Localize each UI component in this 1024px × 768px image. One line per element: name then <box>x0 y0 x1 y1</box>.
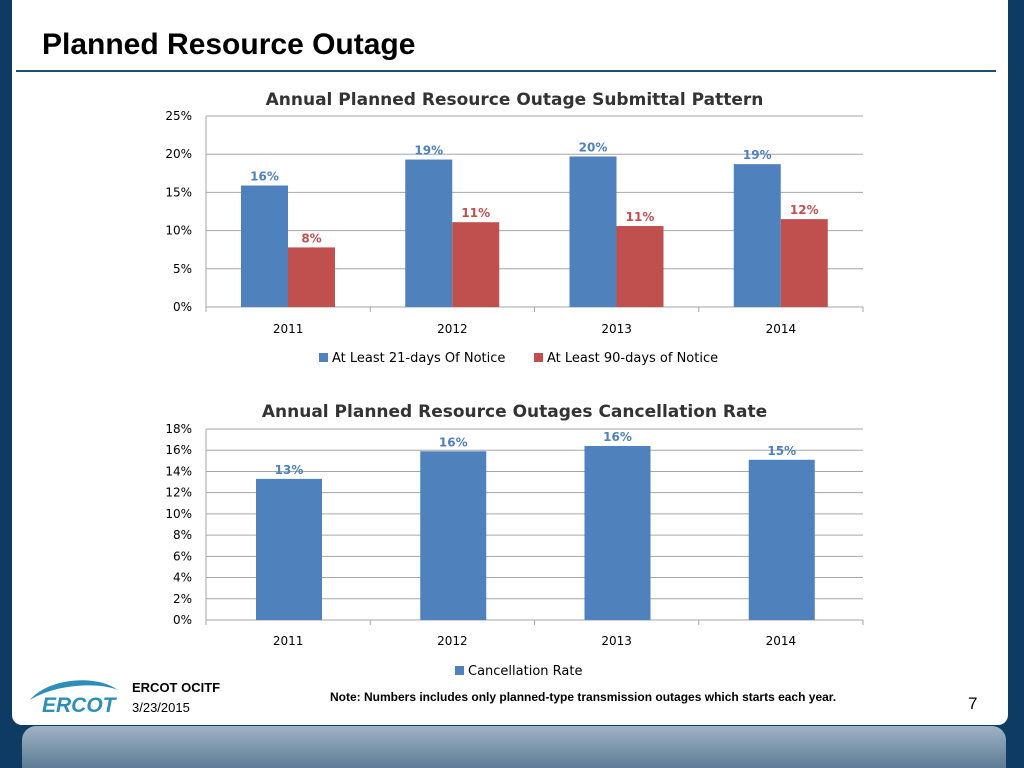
x-tick-label: 2012 <box>437 322 468 336</box>
data-label: 12% <box>790 203 819 217</box>
x-tick-label: 2013 <box>601 322 632 336</box>
y-tick-label: 6% <box>173 549 192 563</box>
legend-label: At Least 21-days Of Notice <box>332 351 505 366</box>
bar-at-least-21-days-of-notice <box>241 185 288 307</box>
chart-title: Annual Planned Resource Outages Cancella… <box>262 402 767 422</box>
x-tick-label: 2011 <box>273 322 304 336</box>
y-tick-label: 2% <box>173 592 192 606</box>
bar-at-least-90-days-of-notice <box>288 247 335 307</box>
y-tick-label: 4% <box>173 571 192 585</box>
y-tick-label: 25% <box>165 109 192 123</box>
x-tick-label: 2013 <box>601 634 632 648</box>
page-title: Planned Resource Outage <box>42 28 416 61</box>
logo-text: ERCOT <box>42 694 118 717</box>
logo-swoosh <box>30 680 118 700</box>
y-tick-label: 0% <box>173 300 192 314</box>
data-label: 19% <box>743 148 772 162</box>
data-label: 16% <box>250 170 279 184</box>
y-tick-label: 12% <box>165 486 192 500</box>
bar-at-least-90-days-of-notice <box>780 219 828 307</box>
y-tick-label: 8% <box>173 528 192 542</box>
bar-at-least-90-days-of-notice <box>616 226 664 307</box>
y-tick-label: 10% <box>165 507 192 521</box>
x-tick-label: 2014 <box>766 322 797 336</box>
data-label: 8% <box>301 231 321 245</box>
x-tick-label: 2012 <box>437 634 468 648</box>
legend-label: At Least 90-days of Notice <box>547 351 718 366</box>
page-number: 7 <box>968 694 978 713</box>
bar-at-least-21-days-of-notice <box>569 156 617 307</box>
chart-title: Annual Planned Resource Outage Submittal… <box>266 90 764 110</box>
y-tick-label: 15% <box>165 185 192 199</box>
bar-cancellation-rate <box>584 445 651 620</box>
bar-cancellation-rate <box>748 459 815 620</box>
data-label: 13% <box>275 463 304 477</box>
title-divider <box>16 70 996 72</box>
data-label: 15% <box>767 444 796 458</box>
y-tick-label: 10% <box>165 224 192 238</box>
bar-at-least-90-days-of-notice <box>452 222 500 307</box>
x-tick-label: 2014 <box>766 634 797 648</box>
data-label: 11% <box>461 206 490 220</box>
data-label: 16% <box>603 430 632 444</box>
legend-swatch <box>534 353 543 362</box>
legend-label: Cancellation Rate <box>468 664 582 679</box>
bar-cancellation-rate <box>420 451 487 620</box>
slide-background <box>12 0 1008 725</box>
y-tick-label: 0% <box>173 613 192 627</box>
footer-note: Note: Numbers includes only planned-type… <box>330 690 837 704</box>
bar-at-least-21-days-of-notice <box>405 159 453 307</box>
legend-swatch <box>455 666 464 675</box>
ercot-logo: ERCOT <box>30 680 118 717</box>
data-label: 19% <box>414 144 443 158</box>
data-label: 16% <box>439 435 468 449</box>
bar-cancellation-rate <box>256 478 322 620</box>
y-tick-label: 5% <box>173 262 192 276</box>
bottom-bar <box>22 726 1006 768</box>
y-tick-label: 16% <box>165 443 192 457</box>
footer-organization: ERCOT OCITF <box>132 680 221 695</box>
data-label: 11% <box>626 210 655 224</box>
legend-swatch <box>319 353 328 362</box>
y-tick-label: 20% <box>165 147 192 161</box>
data-label: 20% <box>579 140 608 154</box>
y-tick-label: 14% <box>165 464 192 478</box>
y-tick-label: 18% <box>165 422 192 436</box>
x-tick-label: 2011 <box>273 634 304 648</box>
bar-at-least-21-days-of-notice <box>733 164 781 307</box>
footer-date: 3/23/2015 <box>132 700 190 715</box>
